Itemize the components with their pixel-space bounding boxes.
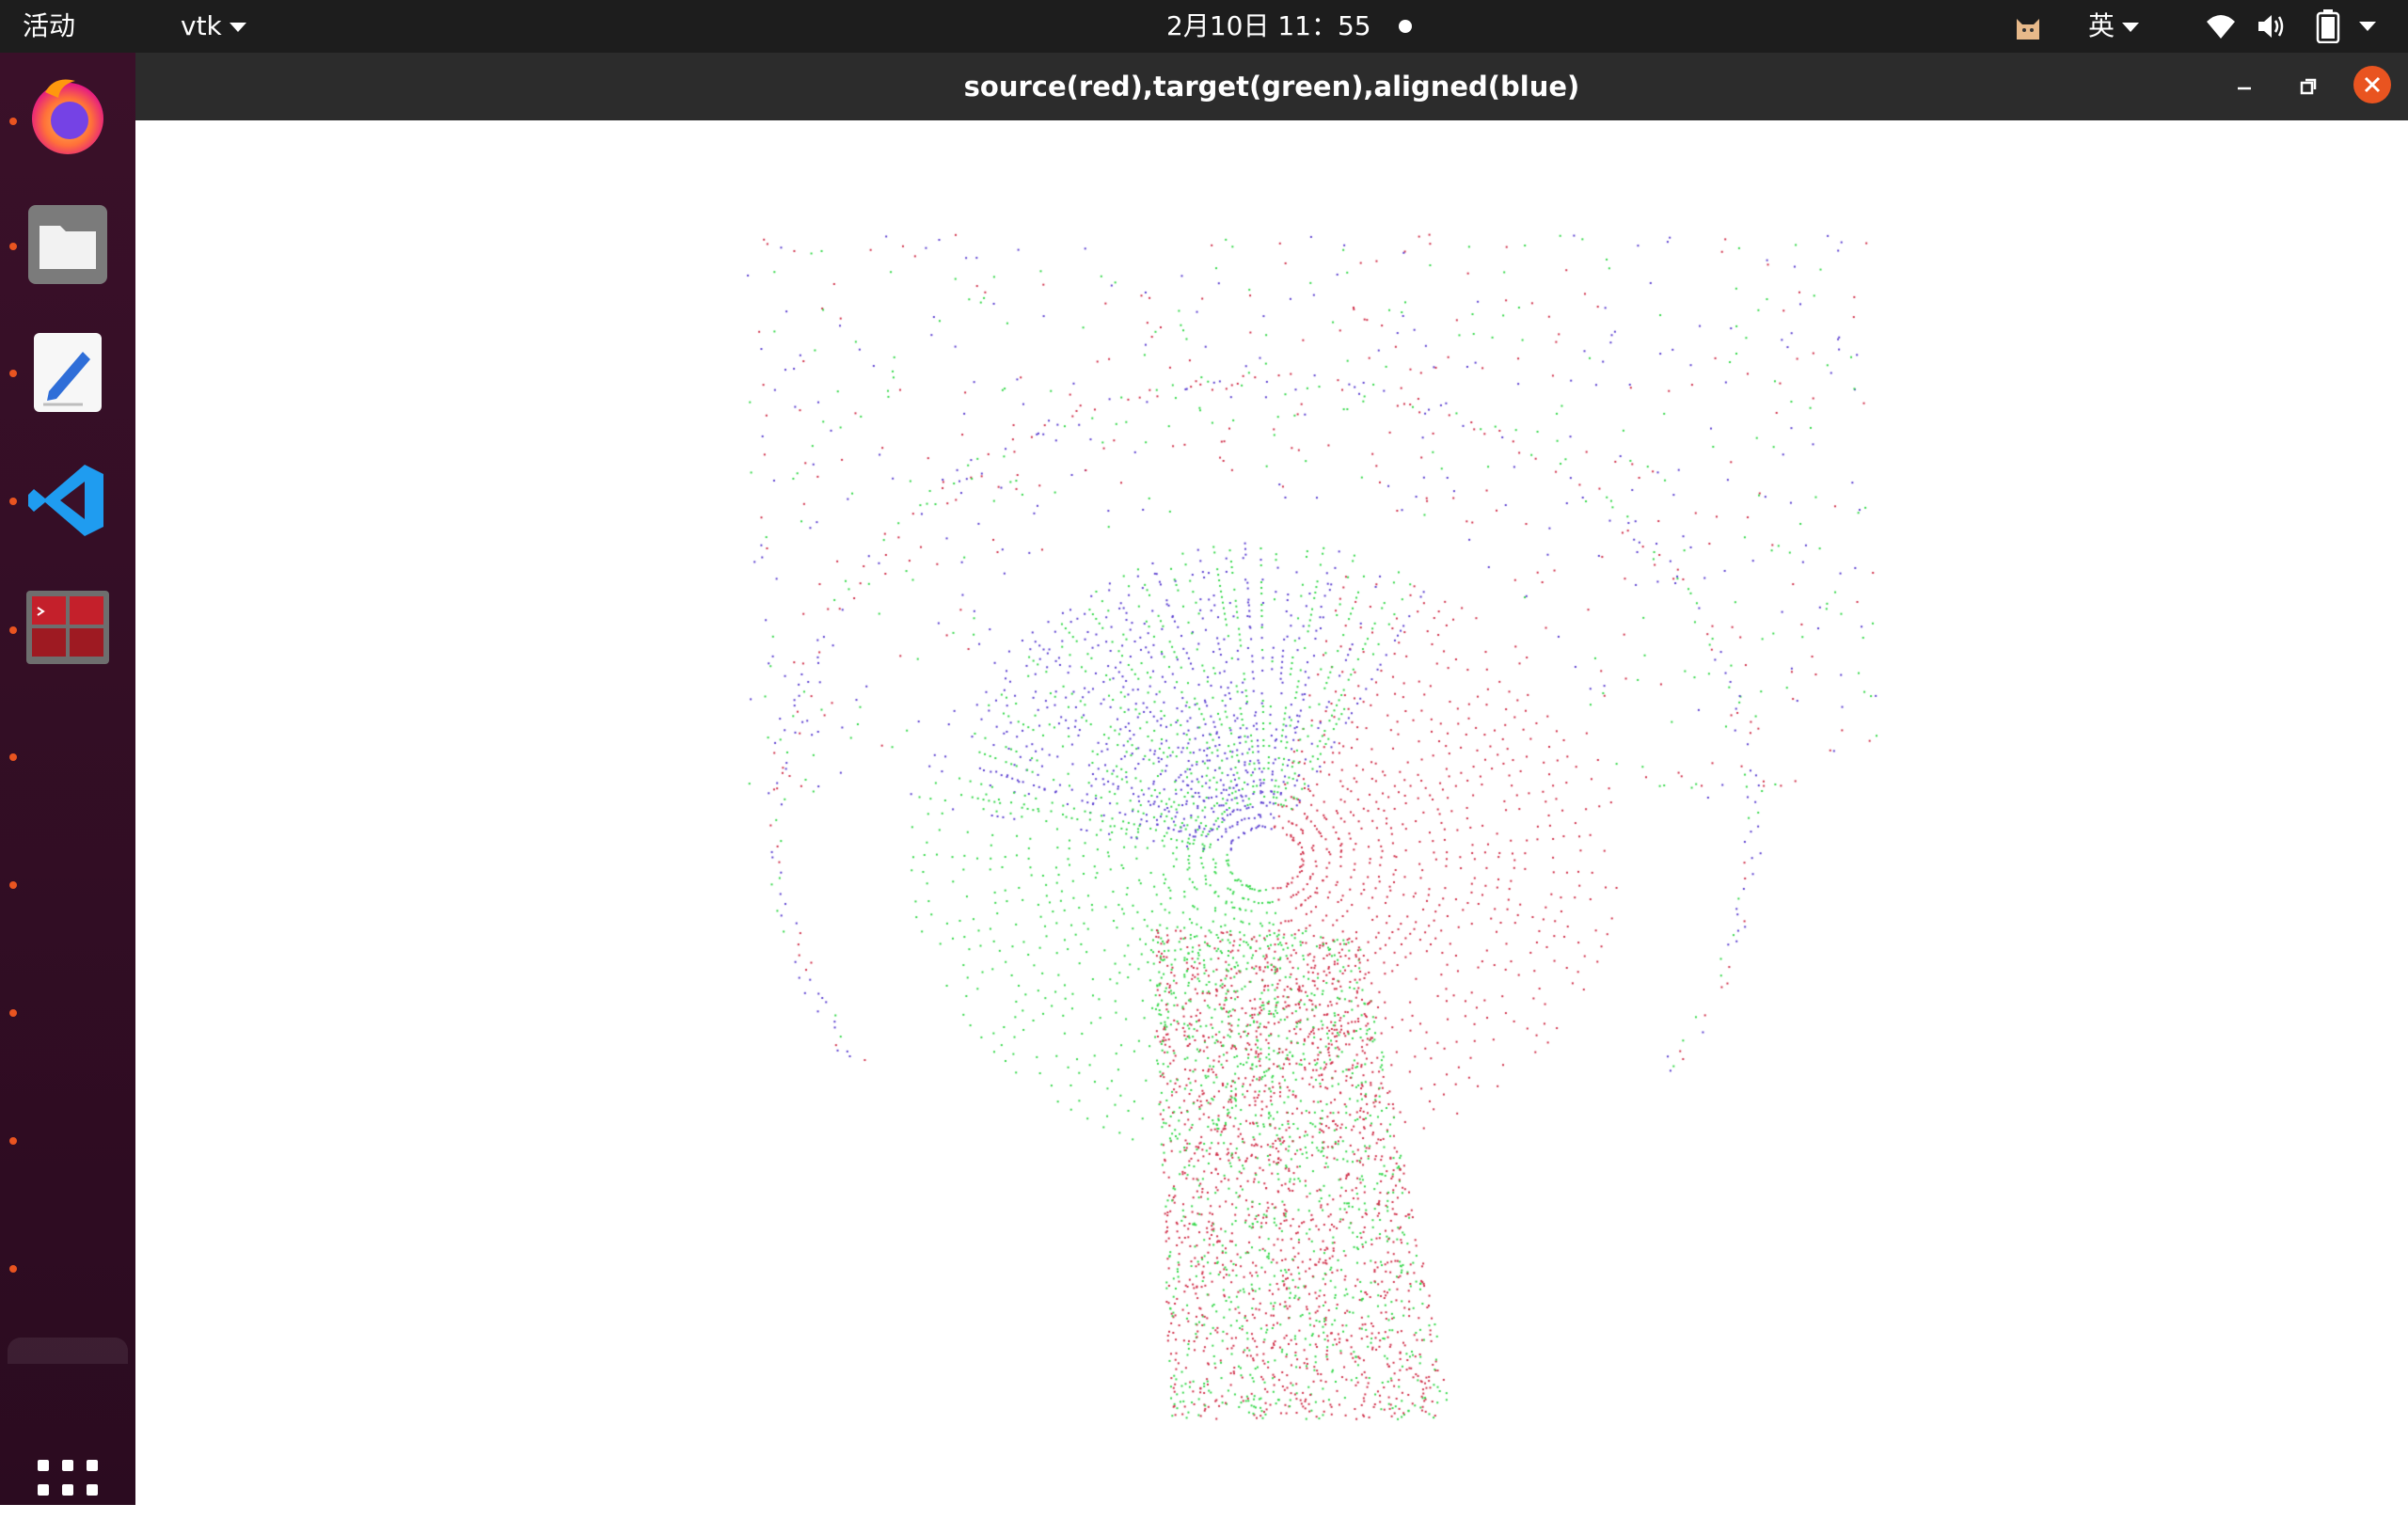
running-indicator [9, 498, 17, 505]
running-indicator [9, 370, 17, 377]
running-indicator [9, 753, 17, 761]
dock-separator [8, 1338, 128, 1364]
point-cloud-canvas[interactable] [135, 120, 2408, 1505]
show-applications-icon[interactable] [38, 1460, 98, 1520]
running-indicator [9, 118, 17, 125]
text-editor-icon[interactable] [26, 331, 109, 414]
running-indicator [9, 243, 17, 250]
input-method-label: 英 [2088, 10, 2115, 41]
maximize-button[interactable] [2289, 68, 2327, 105]
clock[interactable]: 2月10日 11：55 [1166, 10, 1371, 41]
minimize-button[interactable] [2226, 68, 2263, 105]
running-indicator [9, 881, 17, 889]
chevron-down-icon[interactable] [2359, 22, 2376, 31]
chevron-down-icon [2122, 23, 2140, 32]
terminal-grid-icon[interactable] [26, 587, 109, 670]
top-bar: 活动 vtk 2月10日 11：55 英 [0, 0, 2408, 53]
notification-dot-icon [1399, 20, 1412, 33]
input-method-menu[interactable]: 英 [2088, 0, 2140, 53]
close-button[interactable] [2353, 66, 2391, 103]
battery-icon[interactable] [2316, 9, 2340, 43]
cat-icon[interactable] [2013, 11, 2043, 41]
files-icon[interactable] [26, 203, 109, 286]
wifi-icon[interactable] [2205, 12, 2237, 40]
title-bar[interactable]: source(red),target(green),aligned(blue) [135, 53, 2408, 120]
app-menu[interactable]: vtk [181, 0, 246, 53]
running-indicator [9, 1009, 17, 1017]
app-menu-label: vtk [181, 10, 222, 41]
running-indicator [9, 626, 17, 634]
render-viewport[interactable] [135, 120, 2408, 1505]
window-title: source(red),target(green),aligned(blue) [963, 71, 1580, 103]
chevron-down-icon [229, 23, 246, 32]
activities-button[interactable]: 活动 [23, 10, 76, 41]
running-indicator [9, 1137, 17, 1145]
firefox-icon[interactable] [26, 73, 109, 156]
volume-icon[interactable] [2256, 11, 2288, 41]
vtk-window: source(red),target(green),aligned(blue) [135, 53, 2408, 1505]
running-indicator [9, 1265, 17, 1273]
vscode-icon[interactable] [26, 459, 109, 542]
dock [0, 53, 135, 1520]
